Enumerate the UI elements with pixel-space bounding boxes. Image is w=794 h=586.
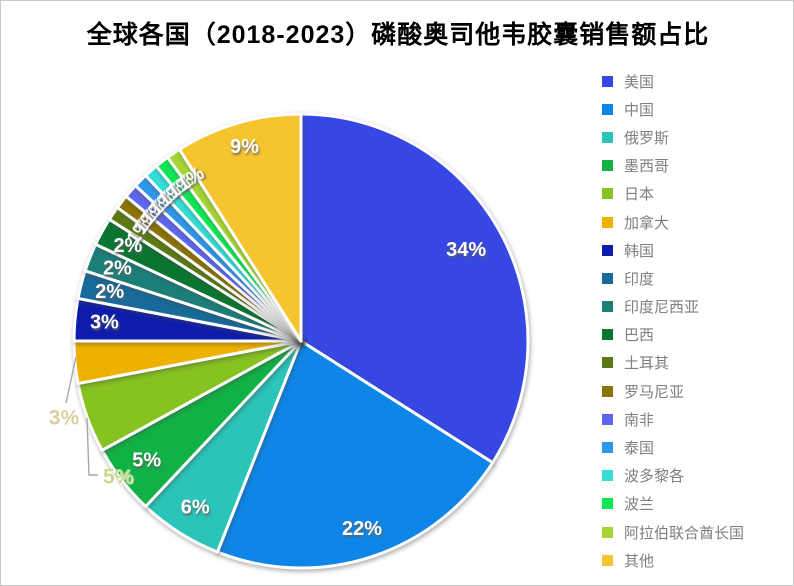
legend-label: 俄罗斯: [624, 129, 670, 147]
legend-swatch-icon: [602, 160, 613, 172]
slice-label: 34%: [446, 239, 486, 261]
legend-label: 墨西哥: [624, 158, 670, 176]
legend-item-14[interactable]: 波多黎各: [602, 462, 744, 490]
legend-item-13[interactable]: 泰国: [602, 433, 744, 461]
legend-item-6[interactable]: 韩国: [602, 236, 744, 264]
chart-title: 全球各国（2018-2023）磷酸奥司他韦胶囊销售额占比: [86, 21, 710, 49]
legend-label: 泰国: [624, 440, 655, 458]
legend-swatch-icon: [602, 554, 613, 566]
legend-label: 美国: [624, 73, 655, 91]
legend-swatch-icon: [602, 301, 613, 313]
legend-label: 波多黎各: [624, 468, 685, 486]
legend-label: 罗马尼亚: [624, 383, 685, 401]
label-leader-line: [65, 356, 77, 404]
legend-swatch-icon: [602, 131, 613, 143]
label-leader-line: [86, 417, 98, 476]
legend-swatch-icon: [602, 470, 613, 482]
legend-swatch-icon: [602, 103, 613, 115]
legend-swatch-icon: [602, 188, 613, 200]
slice-label-outside: 5%: [103, 466, 134, 489]
legend-label: 韩国: [624, 242, 655, 260]
slice-label: 22%: [342, 518, 382, 540]
pie-slice-1[interactable]: [215, 339, 495, 570]
legend-swatch-icon: [602, 272, 613, 284]
legend-item-15[interactable]: 波兰: [602, 490, 744, 518]
legend-label: 印度: [624, 270, 655, 288]
slice-label: 6%: [181, 497, 210, 519]
slice-label: 5%: [132, 450, 161, 472]
legend-swatch-icon: [602, 357, 613, 369]
legend-item-5[interactable]: 加拿大: [602, 208, 744, 236]
legend-item-12[interactable]: 南非: [602, 405, 744, 433]
legend-swatch-icon: [602, 442, 613, 454]
legend-swatch-icon: [602, 216, 613, 228]
legend-label: 其他: [624, 552, 655, 570]
legend-item-1[interactable]: 中国: [602, 95, 744, 123]
slice-label: 2%: [103, 257, 132, 279]
slice-label-outside: 3%: [49, 407, 80, 430]
slice-label: 3%: [90, 311, 119, 333]
legend-item-4[interactable]: 日本: [602, 180, 744, 208]
legend-item-11[interactable]: 罗马尼亚: [602, 377, 744, 405]
legend-swatch-icon: [602, 329, 613, 341]
legend-label: 南非: [624, 411, 655, 429]
slice-label: 2%: [113, 235, 142, 257]
pie-slice-17[interactable]: [177, 112, 303, 343]
legend-item-2[interactable]: 俄罗斯: [602, 123, 744, 151]
legend-item-0[interactable]: 美国: [602, 67, 744, 95]
legend-swatch-icon: [602, 413, 613, 425]
legend-item-3[interactable]: 墨西哥: [602, 152, 744, 180]
legend-label: 日本: [624, 186, 655, 204]
legend-swatch-icon: [602, 244, 613, 256]
legend-label: 阿拉伯联合酋长国: [624, 524, 745, 542]
legend-label: 印度尼西亚: [624, 299, 700, 317]
slice-label: 9%: [230, 136, 259, 158]
legend-item-16[interactable]: 阿拉伯联合酋长国: [602, 518, 744, 546]
legend-swatch-icon: [602, 385, 613, 397]
legend-item-9[interactable]: 巴西: [602, 321, 744, 349]
legend: 美国中国俄罗斯墨西哥日本加拿大韩国印度印度尼西亚巴西土耳其罗马尼亚南非泰国波多黎…: [602, 67, 744, 574]
legend-swatch-icon: [602, 498, 613, 510]
legend-item-17[interactable]: 其他: [602, 546, 744, 574]
legend-label: 巴西: [624, 327, 655, 345]
legend-label: 中国: [624, 101, 655, 119]
slice-label: 2%: [95, 281, 124, 303]
legend-label: 波兰: [624, 496, 655, 514]
legend-item-8[interactable]: 印度尼西亚: [602, 293, 744, 321]
legend-label: 土耳其: [624, 355, 670, 373]
legend-label: 加拿大: [624, 214, 670, 232]
legend-swatch-icon: [602, 75, 613, 87]
legend-swatch-icon: [602, 526, 613, 538]
legend-item-10[interactable]: 土耳其: [602, 349, 744, 377]
legend-item-7[interactable]: 印度: [602, 264, 744, 292]
